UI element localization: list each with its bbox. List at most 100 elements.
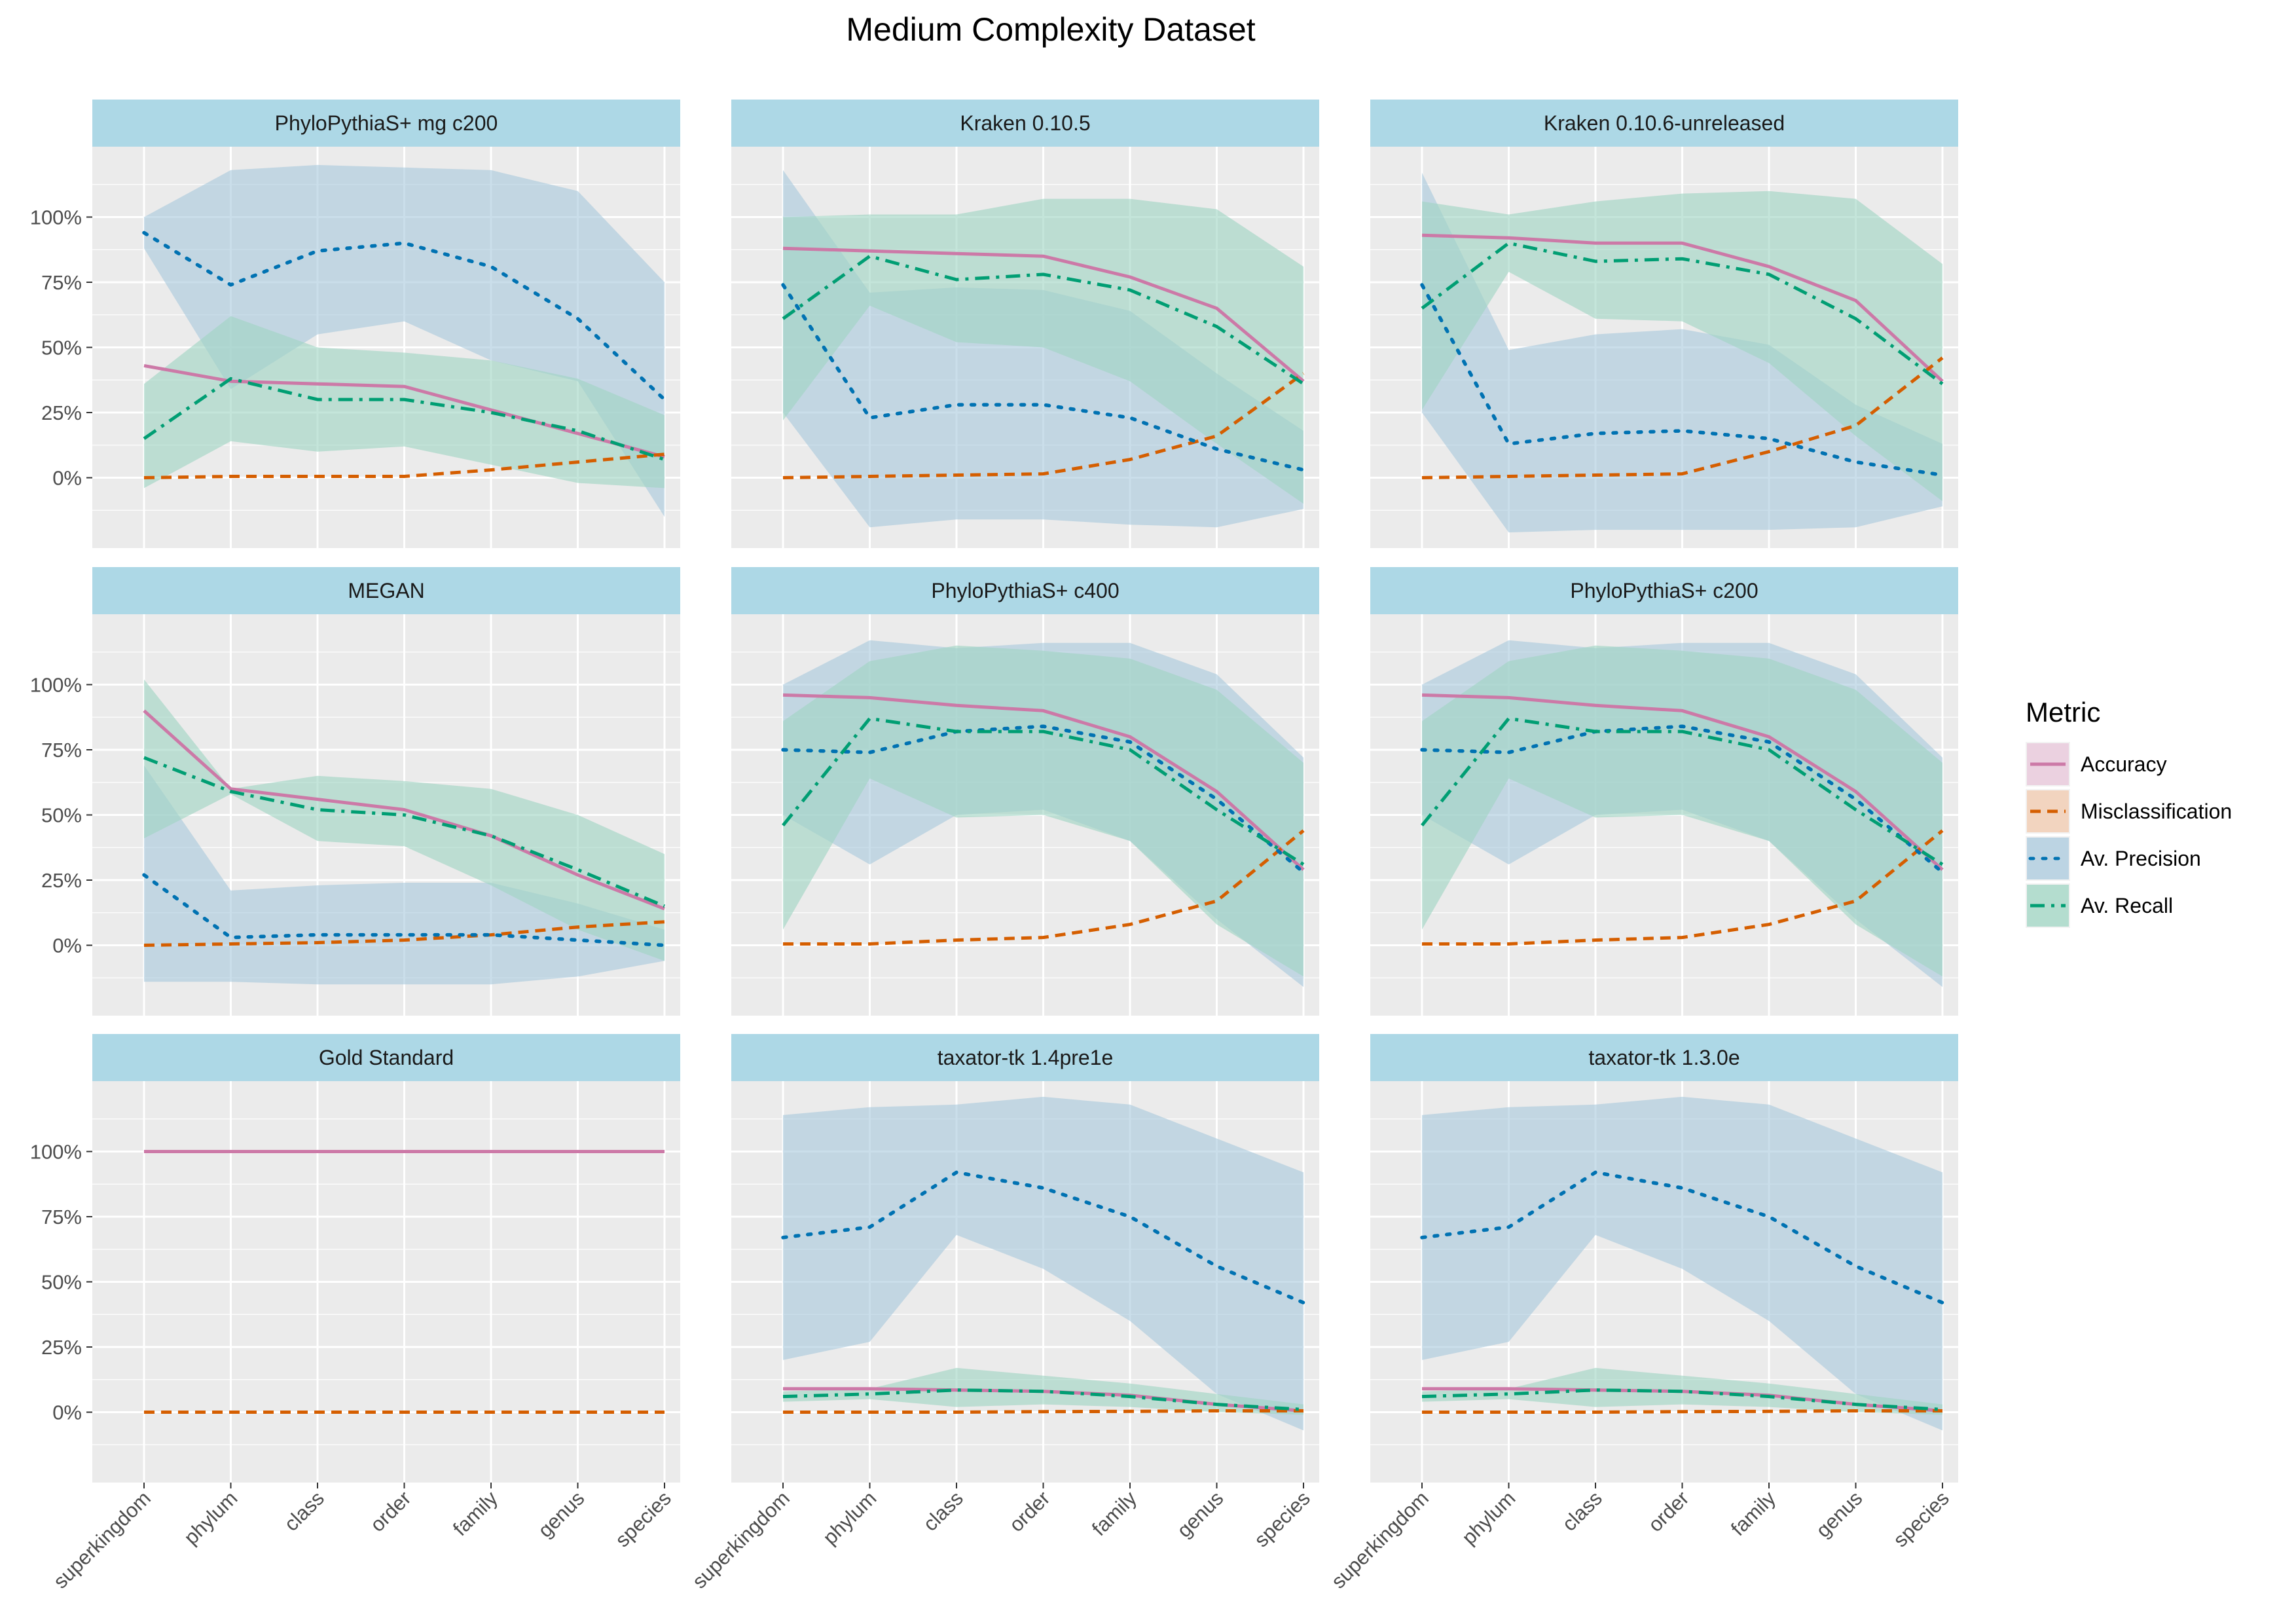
legend-label: Av. Recall: [2081, 894, 2173, 917]
x-tick-label: order: [1644, 1486, 1694, 1536]
facet-strip-label: Kraken 0.10.6-unreleased: [1544, 111, 1785, 135]
x-tick-label: order: [1005, 1486, 1055, 1536]
y-tick-label: 75%: [41, 1206, 82, 1228]
line-accuracy: [143, 363, 665, 459]
facet-panel: taxator-tk 1.4pre1e superkingdom phylum cla…: [688, 1034, 1319, 1593]
facet-strip-label: Kraken 0.10.5: [960, 111, 1090, 135]
y-tick-label: 100%: [30, 1140, 82, 1163]
x-tick-label: genus: [1173, 1486, 1228, 1541]
y-tick-label: 0%: [52, 1401, 82, 1424]
facet-strip: [731, 100, 1319, 147]
y-tick-label: 50%: [41, 337, 82, 360]
x-tick-label: order: [366, 1486, 416, 1536]
facet-panel: Kraken 0.10.6-unreleased: [1370, 100, 1958, 548]
facet-strip-label: PhyloPythiaS+ c400: [931, 579, 1119, 602]
facet-strip: [92, 567, 680, 614]
x-tick-label: class: [280, 1486, 329, 1536]
ribbon-av-recall: [783, 198, 1303, 504]
line-accuracy: [782, 246, 1305, 383]
facet-panel: Gold Standard 0% 25% 50% 75% 100% superkingdom…: [30, 1034, 680, 1593]
facet-panels: PhyloPythiaS+ mg c200 0% 25% 50% 75% 100% Krak…: [30, 100, 1958, 1593]
x-tick-label: family: [1087, 1486, 1141, 1540]
legend-label: Av. Precision: [2081, 847, 2201, 870]
ribbon-av-precision: [1422, 1096, 1942, 1431]
facet-panel: PhyloPythiaS+ mg c200 0% 25% 50% 75% 100%: [30, 100, 680, 548]
x-tick-label: family: [448, 1486, 502, 1540]
x-tick-label: superkingdom: [1327, 1486, 1433, 1593]
line-misclassification: [1421, 356, 1944, 479]
ribbon-av-precision: [144, 164, 665, 517]
ribbon-av-precision: [1422, 172, 1942, 533]
line-misclassification: [782, 372, 1305, 479]
y-tick-label: 75%: [41, 739, 82, 762]
facet-strip-label: Gold Standard: [319, 1046, 454, 1069]
x-tick-label: phylum: [1457, 1486, 1520, 1549]
ribbon-av-recall: [783, 645, 1303, 977]
line-accuracy: [1421, 693, 1944, 871]
line-av-precision: [781, 283, 1305, 472]
line-misclassification: [143, 452, 665, 479]
line-av-recall: [1421, 1388, 1943, 1411]
legend-label: Misclassification: [2081, 800, 2232, 823]
line-av-recall: [782, 254, 1305, 386]
legend: Metric Accuracy Misclassification Av. Prec…: [2026, 697, 2232, 928]
line-av-recall: [1421, 241, 1944, 386]
line-av-precision: [781, 724, 1305, 874]
line-av-precision: [1420, 724, 1944, 874]
facet-panel: MEGAN 0% 25% 50% 75% 100%: [30, 567, 680, 1016]
line-misclassification: [1422, 1409, 1942, 1414]
y-tick-label: 25%: [41, 869, 82, 892]
line-av-recall: [782, 1388, 1304, 1411]
ribbon-av-recall: [144, 316, 665, 489]
ribbon-av-precision: [144, 765, 665, 985]
y-tick-label: 0%: [52, 934, 82, 957]
facet-strip: [1370, 100, 1958, 147]
facet-strip-label: PhyloPythiaS+ c200: [1570, 579, 1758, 602]
x-tick-label: class: [919, 1486, 968, 1536]
line-misclassification: [783, 1409, 1303, 1414]
x-tick-label: superkingdom: [49, 1486, 155, 1593]
x-tick-label: species: [611, 1486, 676, 1551]
line-av-precision: [1420, 1170, 1944, 1305]
line-misclassification: [1422, 829, 1944, 946]
x-tick-label: class: [1558, 1486, 1607, 1536]
chart-title: Medium Complexity Dataset: [846, 11, 1255, 48]
ribbon-av-precision: [783, 170, 1303, 528]
x-tick-label: family: [1726, 1486, 1780, 1540]
y-tick-label: 25%: [41, 1336, 82, 1359]
facet-strip-label: MEGAN: [348, 579, 424, 602]
facet-strip: [92, 1034, 680, 1081]
ribbon-av-recall: [1422, 191, 1942, 502]
facet-panel: taxator-tk 1.3.0e superkingdom phylum class…: [1327, 1034, 1958, 1593]
line-accuracy: [143, 709, 665, 911]
facet-strip: [731, 1034, 1319, 1081]
facet-strip: [1370, 567, 1958, 614]
ribbon-av-precision: [783, 1096, 1303, 1431]
line-av-recall: [143, 756, 665, 908]
line-av-recall: [1421, 716, 1944, 866]
y-tick-label: 50%: [41, 1271, 82, 1294]
facet-strip: [92, 100, 680, 147]
x-tick-label: species: [1250, 1486, 1315, 1551]
facet-panel: PhyloPythiaS+ c200: [1370, 567, 1958, 1016]
y-tick-label: 100%: [30, 206, 82, 229]
line-accuracy: [1421, 233, 1944, 383]
facet-strip-label: taxator-tk 1.3.0e: [1588, 1046, 1740, 1069]
x-tick-label: species: [1889, 1486, 1954, 1551]
line-misclassification: [143, 920, 665, 947]
line-av-precision: [781, 1170, 1305, 1305]
line-av-recall: [143, 377, 665, 462]
legend-title: Metric: [2026, 697, 2100, 728]
y-tick-label: 100%: [30, 673, 82, 696]
ribbon-av-recall: [144, 679, 665, 961]
line-av-recall: [782, 716, 1305, 866]
facet-panel: PhyloPythiaS+ c400: [731, 567, 1319, 1016]
line-misclassification: [783, 829, 1305, 946]
facet-strip-label: PhyloPythiaS+ mg c200: [275, 111, 498, 135]
y-tick-label: 0%: [52, 467, 82, 490]
line-accuracy: [782, 693, 1305, 871]
x-tick-label: phylum: [179, 1486, 242, 1549]
x-tick-label: genus: [1812, 1486, 1867, 1541]
ribbon-av-recall: [1422, 645, 1942, 977]
